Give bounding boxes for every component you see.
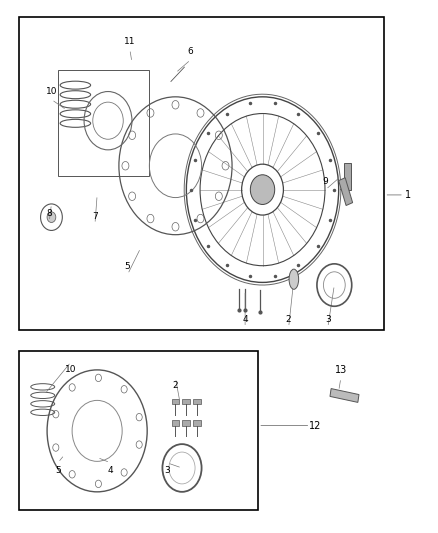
Text: 9: 9 [323, 177, 328, 186]
Text: 10: 10 [46, 87, 57, 96]
Circle shape [251, 175, 275, 205]
Text: 1: 1 [405, 190, 411, 200]
Text: 6: 6 [188, 47, 194, 56]
Text: 3: 3 [325, 315, 331, 324]
Text: 12: 12 [308, 421, 321, 431]
Text: 13: 13 [335, 365, 347, 375]
Bar [193, 420, 201, 425]
Bar [19, 351, 258, 511]
Bar [172, 420, 180, 425]
Text: 11: 11 [124, 37, 135, 46]
Bar [183, 399, 190, 405]
Text: 2: 2 [173, 381, 178, 390]
Bar [339, 177, 353, 206]
Text: 4: 4 [107, 466, 113, 475]
Text: 3: 3 [164, 466, 170, 475]
Text: 10: 10 [65, 366, 77, 374]
Bar [172, 399, 180, 405]
Bar [183, 420, 190, 425]
Bar [193, 399, 201, 405]
Text: 8: 8 [46, 209, 52, 218]
Text: 2: 2 [286, 315, 291, 324]
Text: 4: 4 [242, 315, 248, 324]
Circle shape [47, 212, 56, 222]
Bar [344, 163, 351, 190]
Ellipse shape [289, 269, 299, 289]
Text: 5: 5 [55, 466, 61, 475]
Bar [330, 389, 359, 402]
Bar [19, 17, 385, 330]
Text: 7: 7 [92, 212, 98, 221]
Text: 5: 5 [125, 262, 131, 271]
